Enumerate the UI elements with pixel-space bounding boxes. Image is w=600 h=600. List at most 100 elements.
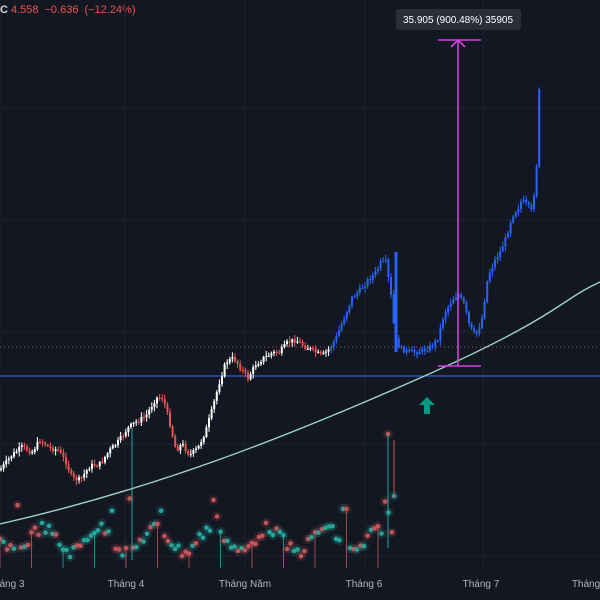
candle-body (304, 345, 307, 349)
candle-body (106, 453, 109, 457)
candle-body (452, 299, 455, 304)
support-curve (0, 281, 600, 525)
osc-dot (211, 497, 216, 503)
osc-dot (8, 542, 13, 548)
osc-dot (50, 531, 55, 537)
candle-body (182, 444, 184, 446)
candle-body (137, 421, 140, 423)
candle-body (403, 346, 405, 353)
candle-body (374, 271, 377, 275)
candle-body (379, 260, 382, 269)
candle-body (257, 364, 260, 366)
candle-body (343, 318, 346, 324)
osc-dot (141, 539, 146, 544)
candle-body (109, 448, 112, 454)
osc-dot (330, 524, 335, 529)
candle-body (18, 447, 21, 452)
candle-body (426, 350, 429, 352)
candle-body (223, 364, 226, 377)
osc-dot (134, 544, 139, 550)
change-value: −0.636 (44, 4, 79, 16)
candle-body (436, 340, 439, 342)
candle-body (184, 444, 187, 451)
candle-body (488, 272, 491, 282)
candle-body (93, 463, 96, 466)
candle-body (208, 418, 210, 428)
candle-body (423, 348, 426, 351)
candle-body (338, 330, 340, 336)
osc-dot (319, 527, 325, 532)
candle-body (15, 451, 18, 453)
candle-body (288, 341, 291, 343)
candle-body (312, 347, 314, 350)
osc-dot (239, 545, 244, 551)
candle-body (23, 445, 26, 447)
osc-dot (354, 547, 360, 552)
x-tick-label: Tháng Năm (219, 579, 271, 590)
candle-body (447, 307, 450, 313)
x-axis: áng 3 Tháng 4 Tháng Năm Tháng 6 Tháng 7 Tháng (0, 579, 600, 590)
osc-dot (123, 545, 129, 551)
candle-body (247, 372, 249, 380)
osc-dot (382, 499, 388, 504)
osc-dot (22, 544, 27, 550)
osc-dot (298, 553, 304, 559)
candle-body (130, 423, 132, 427)
candle-body (364, 286, 366, 288)
osc-dot (186, 551, 192, 556)
osc-dot (270, 532, 276, 538)
candle-body (72, 473, 75, 477)
x-tick-label: áng 3 (0, 579, 25, 590)
oscillator (0, 428, 399, 568)
osc-dot (291, 548, 297, 554)
candle-body (13, 452, 15, 457)
osc-dot (32, 525, 38, 530)
osc-dot (1, 539, 6, 545)
candle-body (96, 465, 99, 468)
candle-body (127, 427, 130, 433)
osc-dot (120, 553, 125, 558)
x-tick-label: Tháng 4 (108, 579, 145, 590)
candle-body (325, 351, 327, 353)
candle-body (366, 279, 369, 286)
candle-body (156, 397, 158, 404)
osc-dot (389, 530, 395, 535)
osc-dot (183, 549, 188, 555)
candle-body (46, 444, 49, 447)
candle-body (444, 312, 447, 320)
osc-dot (302, 548, 307, 554)
candle-body (270, 353, 273, 356)
osc-dot (46, 523, 52, 529)
osc-dot (71, 545, 76, 550)
candle-body (314, 348, 317, 353)
osc-dot (158, 508, 164, 514)
candle-body (249, 374, 252, 380)
osc-dot (221, 538, 227, 544)
candle-body (525, 199, 528, 203)
osc-dot (162, 533, 167, 539)
levels (0, 346, 600, 377)
candle-body (44, 442, 47, 445)
candle-body (132, 422, 135, 424)
osc-dot (15, 502, 20, 508)
osc-dot (295, 547, 300, 552)
candle-body (358, 287, 361, 293)
candle-body (117, 440, 119, 446)
candle-body (442, 319, 444, 328)
osc-dot (36, 532, 41, 538)
osc-dot (88, 533, 94, 538)
candle-body (187, 451, 190, 455)
candle-body (244, 370, 247, 373)
osc-dot (288, 541, 293, 546)
candle-body (317, 351, 320, 353)
osc-dot (263, 520, 269, 526)
osc-dot (358, 543, 363, 548)
osc-dot (29, 530, 34, 535)
candle-body (41, 441, 44, 444)
measure-tool[interactable]: 35.905 (900.48%) 35905 (396, 9, 521, 414)
candle-body (39, 441, 41, 443)
candle-body (169, 412, 171, 427)
osc-dot (312, 530, 318, 535)
